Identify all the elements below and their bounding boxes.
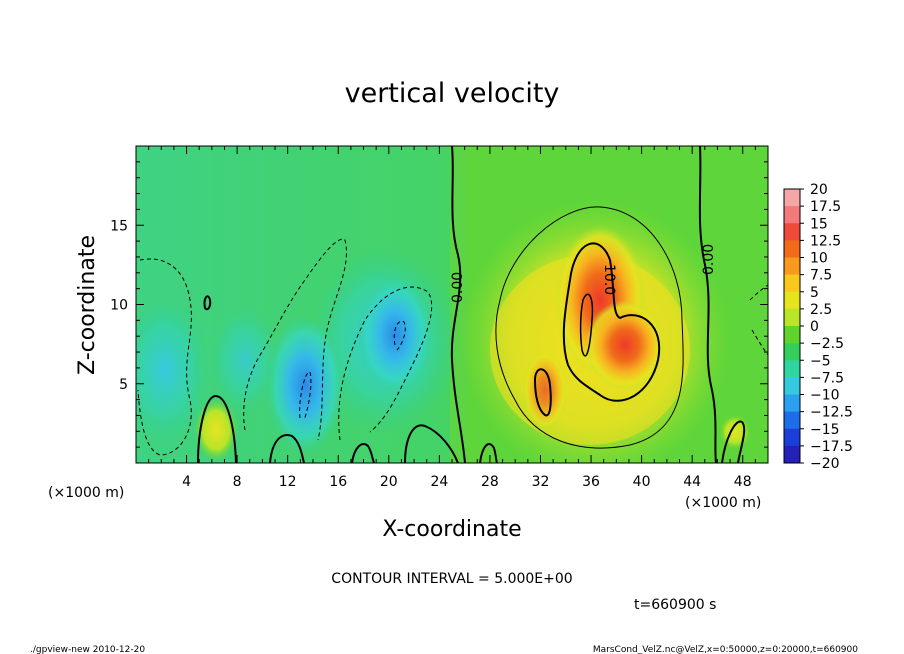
colorbar-band [784, 308, 800, 327]
footer-right: MarsCond_VelZ.nc@VelZ,x=0:50000,z=0:2000… [593, 645, 858, 654]
contour-zero [721, 420, 746, 463]
y-tick-label: 15 [110, 218, 128, 234]
x-tick-label: 8 [233, 474, 242, 490]
colorbar-band [784, 326, 800, 344]
colorbar-band [784, 240, 800, 258]
colorbar-label: 20 [810, 182, 828, 198]
x-tick-labels: 4 8 12 16 20 24 28 32 36 40 44 48 [182, 474, 752, 490]
contour-zero [698, 146, 717, 463]
colorbar-band [784, 360, 800, 378]
x-unit-right: (×1000 m) [685, 495, 761, 511]
colorbar-label: 5 [810, 285, 819, 301]
contour-zero [479, 443, 498, 463]
updraft-core [585, 300, 665, 390]
updraft-small [719, 414, 751, 450]
colorbar-band [784, 206, 800, 224]
footer-left: ./gpview-new 2010-12-20 [30, 645, 145, 654]
y-tick-labels: 5 10 15 [110, 218, 128, 393]
contour-minus5 [393, 320, 406, 351]
colorbar-band [784, 257, 800, 276]
contour-label: 0.00 [701, 244, 717, 275]
colorbar-band [784, 394, 800, 413]
colorbar-label: −12.5 [810, 405, 853, 421]
contour-minus5 [299, 371, 312, 421]
colorbar-label: −7.5 [810, 370, 844, 386]
colorbar-band [784, 445, 800, 464]
x-tick-label: 48 [734, 474, 752, 490]
contour-interval: CONTOUR INTERVAL = 5.000E+00 [331, 571, 572, 587]
colorbar-label: −15 [810, 422, 840, 438]
colorbar-label: 7.5 [810, 268, 832, 284]
colorbar-label: 10 [810, 251, 828, 267]
contour-plus5 [495, 206, 684, 449]
downdraft-feature [136, 295, 210, 445]
contour-zero [351, 443, 375, 463]
colorbar-label: −20 [810, 456, 840, 472]
downdraft-feature [357, 275, 433, 395]
colorbar-label: 12.5 [810, 233, 841, 249]
updraft-core [523, 350, 567, 430]
contour-zero [197, 394, 237, 463]
time-label: t=660900 s [634, 597, 716, 613]
contour-minus5 [243, 238, 347, 441]
colorbar-band [784, 274, 800, 293]
x-unit-left: (×1000 m) [48, 485, 124, 501]
downdraft-feature [265, 315, 345, 455]
contour-plus10 [562, 242, 661, 402]
chart-title: vertical velocity [345, 78, 560, 109]
x-tick-label: 28 [481, 474, 499, 490]
colorbar-band [784, 377, 800, 395]
x-tick-label: 16 [329, 474, 347, 490]
contour-zero [404, 424, 459, 463]
x-tick-label: 36 [582, 474, 600, 490]
contour-label: 10.0 [601, 264, 617, 295]
colorbar-label: 2.5 [810, 302, 832, 318]
x-tick-label: 32 [532, 474, 550, 490]
contour-zero [269, 434, 305, 463]
colorbar-label: −17.5 [810, 439, 853, 455]
colorbar-label: −5 [810, 353, 831, 369]
colorbar-label: −10 [810, 388, 840, 404]
x-tick-label: 40 [633, 474, 651, 490]
x-axis-label: X-coordinate [382, 517, 521, 542]
contour-minus5 [137, 258, 192, 456]
x-ticks [135, 146, 769, 463]
colorbar-band [784, 189, 800, 207]
contour-label: 0.00 [450, 272, 466, 303]
downdraft-feature [210, 305, 280, 415]
y-axis-label: Z-coordinate [75, 235, 100, 375]
colorbar-label: −2.5 [810, 336, 844, 352]
x-tick-label: 20 [380, 474, 398, 490]
x-tick-label: 4 [182, 474, 191, 490]
contour-zero [203, 295, 212, 311]
colorbar-label: 17.5 [810, 199, 841, 215]
colorbar [783, 188, 804, 464]
colorbar-band [784, 428, 800, 447]
updraft-small [194, 398, 238, 462]
contour-plus10 [533, 368, 552, 417]
y-tick-label: 10 [110, 298, 128, 314]
contour-plus10 [579, 293, 594, 357]
colorbar-label: 0 [810, 319, 819, 335]
colorbar-band [784, 343, 800, 361]
x-tick-label: 24 [430, 474, 448, 490]
x-tick-label: 44 [683, 474, 701, 490]
contour-zero [450, 146, 466, 463]
y-tick-label: 5 [119, 377, 128, 393]
plot-area: 0.00 0.00 10.0 [136, 146, 768, 463]
colorbar-band [784, 411, 800, 430]
colorbar-band [784, 291, 800, 310]
x-tick-label: 12 [279, 474, 297, 490]
y-ticks [136, 145, 768, 464]
contour-minus5 [338, 286, 433, 441]
colorbar-label: 15 [810, 216, 828, 232]
colorbar-band [784, 223, 800, 241]
